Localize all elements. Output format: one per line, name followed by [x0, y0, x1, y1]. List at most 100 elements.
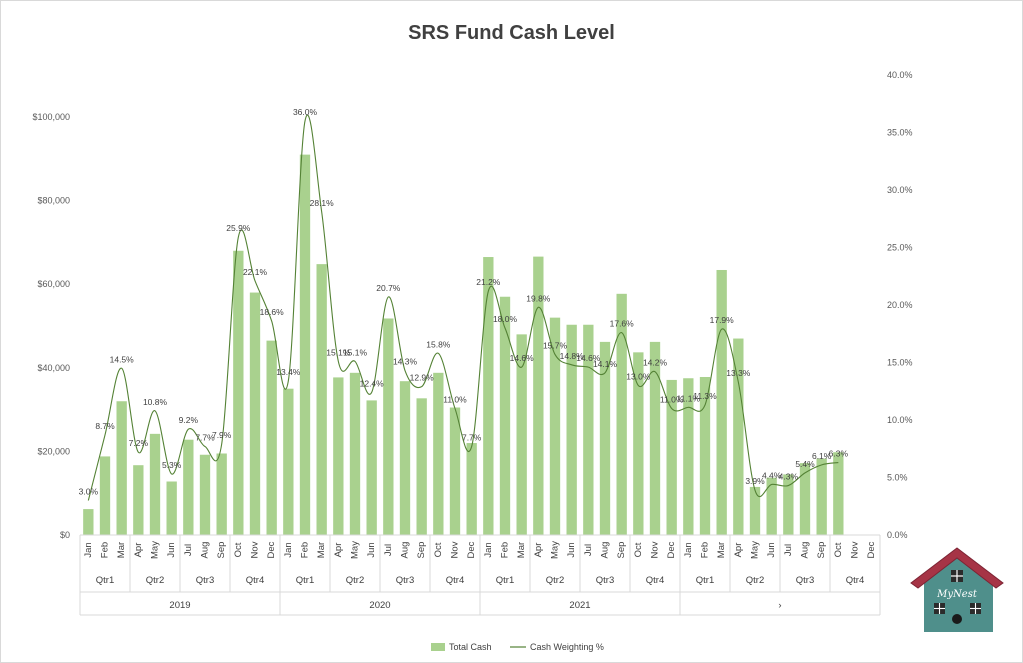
- weighting-data-label: 25.9%: [226, 223, 251, 233]
- weighting-data-label: 15.1%: [343, 347, 368, 357]
- month-label: Sep: [416, 542, 427, 559]
- month-label: Sep: [616, 542, 627, 559]
- right-tick-label: 25.0%: [887, 243, 913, 253]
- weighting-data-label: 14.8%: [560, 351, 585, 361]
- cash-bar: [449, 407, 461, 535]
- month-label: Jun: [566, 542, 577, 557]
- month-label: Mar: [716, 542, 727, 558]
- weighting-data-label: 6.3%: [829, 449, 849, 459]
- month-label: Jun: [766, 542, 777, 557]
- weighting-data-label: 36.0%: [293, 107, 318, 117]
- month-label: Dec: [266, 541, 277, 558]
- cash-bar: [599, 341, 611, 535]
- quarter-label: Qtr3: [396, 575, 414, 586]
- bars: [83, 154, 844, 535]
- mynest-logo: MyNest: [910, 547, 1004, 632]
- weighting-data-label: 22.1%: [243, 267, 268, 277]
- quarter-label: Qtr2: [346, 575, 364, 586]
- logo-text: MyNest: [936, 589, 978, 600]
- cash-bar: [83, 509, 94, 535]
- month-label: Dec: [666, 541, 677, 558]
- cash-bar: [716, 269, 727, 535]
- cash-bar: [483, 257, 494, 535]
- weighting-data-label: 17.6%: [610, 319, 635, 329]
- quarter-label: Qtr4: [246, 575, 264, 586]
- weighting-data-label: 14.6%: [510, 353, 535, 363]
- house-roof-shape: [910, 547, 1004, 589]
- cash-bar: [549, 317, 561, 535]
- cash-bar: [699, 376, 711, 535]
- cash-bar: [333, 377, 344, 535]
- year-label: 2020: [369, 600, 390, 611]
- weighting-data-label: 14.3%: [393, 357, 418, 367]
- right-tick-label: 40.0%: [887, 70, 913, 80]
- quarter-label: Qtr3: [196, 575, 214, 586]
- cash-bar: [399, 381, 411, 535]
- quarter-label: Qtr2: [546, 575, 564, 586]
- left-tick-label: $80,000: [37, 196, 70, 206]
- cash-bar: [649, 341, 661, 535]
- month-label: Jan: [283, 542, 294, 557]
- month-label: Aug: [800, 542, 811, 559]
- right-tick-label: 20.0%: [887, 300, 913, 310]
- month-label: May: [350, 541, 361, 559]
- cash-bar: [616, 293, 627, 535]
- month-label: Jul: [583, 544, 594, 556]
- quarter-label: Qtr4: [446, 575, 464, 586]
- weighting-data-label: 10.8%: [143, 397, 168, 407]
- cash-bar: [299, 154, 311, 535]
- month-label: Mar: [316, 542, 327, 558]
- cash-bar: [816, 458, 827, 535]
- month-label: Jul: [183, 544, 194, 556]
- month-label: Oct: [633, 542, 644, 557]
- month-label: Mar: [516, 542, 527, 558]
- month-label: Aug: [600, 542, 611, 559]
- weighting-data-label: 11.3%: [693, 391, 717, 401]
- weighting-data-label: 21.2%: [476, 277, 501, 287]
- cash-bar: [766, 477, 777, 535]
- weighting-data-label: 11.0%: [443, 395, 467, 405]
- left-tick-label: $0: [60, 530, 70, 540]
- weighting-data-label: 4.3%: [779, 472, 799, 482]
- cash-bar: [416, 398, 427, 535]
- quarter-label: Qtr1: [296, 575, 314, 586]
- cash-bar: [183, 439, 194, 535]
- month-label: Aug: [200, 542, 211, 559]
- cash-bar: [749, 486, 761, 535]
- month-label: May: [550, 541, 561, 559]
- cash-bar: [733, 338, 744, 535]
- weighting-data-label: 7.7%: [462, 432, 482, 442]
- weighting-data-label: 8.7%: [95, 421, 115, 431]
- month-label: Apr: [333, 543, 344, 558]
- weighting-data-label: 11.1%: [677, 393, 701, 403]
- quarter-label: Qtr1: [496, 575, 514, 586]
- cash-bar: [266, 340, 277, 535]
- month-label: Apr: [733, 543, 744, 558]
- month-label: Oct: [433, 542, 444, 557]
- month-label: Nov: [850, 541, 861, 558]
- weighting-data-label: 6.1%: [812, 451, 832, 461]
- right-axis-ticks: 0.0% 5.0% 10.0% 15.0% 20.0% 25.0% 30.0% 35.0% 40…: [887, 70, 913, 540]
- quarter-label: Qtr2: [746, 575, 764, 586]
- cash-bar: [199, 454, 211, 535]
- cash-bar: [366, 400, 377, 535]
- month-label: Sep: [816, 542, 827, 559]
- weighting-data-label: 14.2%: [643, 358, 668, 368]
- weighting-line: [87, 114, 839, 501]
- weighting-data-label: 9.2%: [179, 415, 199, 425]
- weighting-data-label: 11.0%: [660, 395, 684, 405]
- weighting-data-label: 3.0%: [79, 487, 99, 497]
- month-label: Feb: [100, 542, 111, 558]
- right-tick-label: 5.0%: [887, 473, 908, 483]
- weighting-data-label: 13.3%: [726, 368, 751, 378]
- weighting-data-label: 7.2%: [129, 438, 149, 448]
- cash-bar: [216, 453, 227, 535]
- cash-bar: [166, 481, 177, 535]
- quarter-label: Qtr1: [696, 575, 714, 586]
- legend: Total Cash Cash Weighting %: [431, 642, 604, 652]
- cash-bar: [566, 324, 577, 535]
- weighting-data-label: 17.9%: [710, 315, 735, 325]
- month-label: Aug: [400, 542, 411, 559]
- cash-bar: [633, 352, 644, 535]
- weighting-data-label: 12.9%: [410, 373, 435, 383]
